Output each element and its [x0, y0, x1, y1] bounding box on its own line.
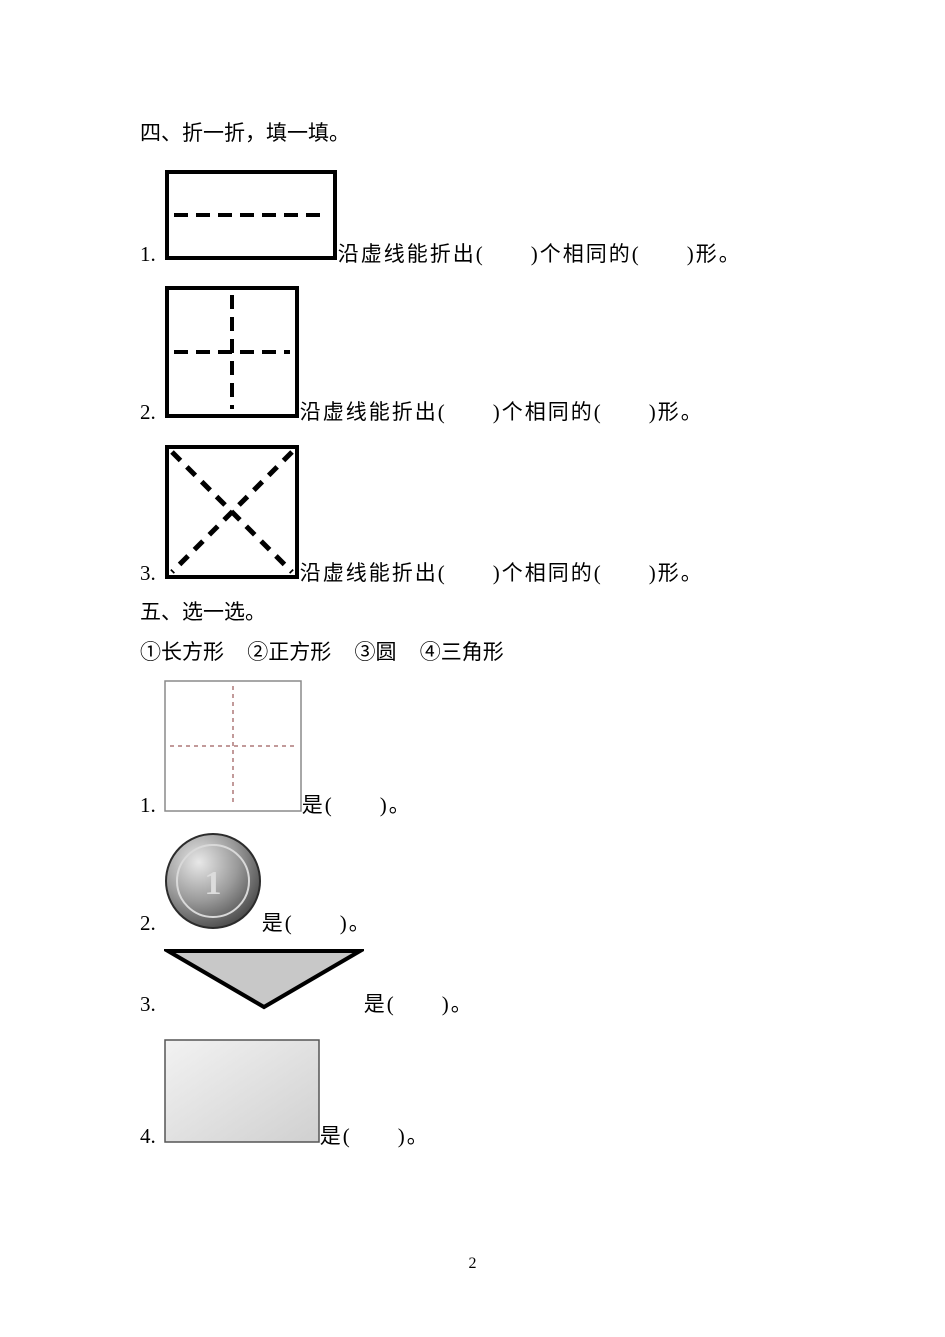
opt-rectangle: ①长方形 [140, 640, 224, 664]
section5-title: 五、选一选。 [140, 596, 805, 630]
section5-options: ①长方形 ②正方形 ③圆 ④三角形 [140, 636, 805, 670]
s4-q2-row: 2. 沿虚线能折出( )个相同的( )形。 [140, 285, 805, 430]
s4-q3-text: 沿虚线能折出( )个相同的( )形。 [300, 557, 704, 591]
s5-q2-text: 是( )。 [262, 907, 372, 941]
svg-text:1: 1 [204, 865, 221, 902]
s4-q2-figure [164, 285, 300, 430]
s5-q1-text: 是( )。 [302, 789, 412, 823]
s4-q1-figure [164, 169, 338, 272]
opt-circle: ③圆 [355, 640, 397, 664]
s5-q4-text: 是( )。 [320, 1120, 430, 1154]
s5-q3-row: 3. 是( )。 [140, 945, 805, 1022]
s5-q1-num: 1. [140, 789, 156, 823]
page-number: 2 [0, 1251, 945, 1277]
section4-title: 四、折一折，填一填。 [140, 117, 805, 151]
s5-q4-row: 4. 是( )。 [140, 1039, 805, 1154]
s5-q2-figure: 1 [164, 832, 262, 941]
s4-q3-figure [164, 444, 300, 591]
s4-q1-num: 1. [140, 238, 156, 272]
s5-q3-figure [164, 945, 364, 1022]
s4-q3-num: 3. [140, 557, 156, 591]
s4-q2-text: 沿虚线能折出( )个相同的( )形。 [300, 396, 704, 430]
s5-q2-row: 2. 1 是( )。 [140, 832, 805, 941]
opt-square: ②正方形 [247, 640, 331, 664]
s4-q2-num: 2. [140, 396, 156, 430]
s5-q1-row: 1. 是( )。 [140, 680, 805, 823]
s4-q3-row: 3. 沿虚线能折出( )个相同的( )形。 [140, 444, 805, 591]
s5-q4-num: 4. [140, 1120, 156, 1154]
s5-q1-figure [164, 680, 302, 823]
opt-triangle: ④三角形 [420, 640, 504, 664]
s4-q1-row: 1. 沿虚线能折出( )个相同的( )形。 [140, 169, 805, 272]
worksheet-page: 四、折一折，填一填。 1. 沿虚线能折出( )个相同的( )形。 2. 沿虚线能… [0, 0, 945, 1337]
s5-q4-figure [164, 1039, 320, 1154]
s4-q1-text: 沿虚线能折出( )个相同的( )形。 [338, 238, 742, 272]
s5-q2-num: 2. [140, 907, 156, 941]
s5-q3-text: 是( )。 [364, 988, 474, 1022]
s5-q3-num: 3. [140, 988, 156, 1022]
